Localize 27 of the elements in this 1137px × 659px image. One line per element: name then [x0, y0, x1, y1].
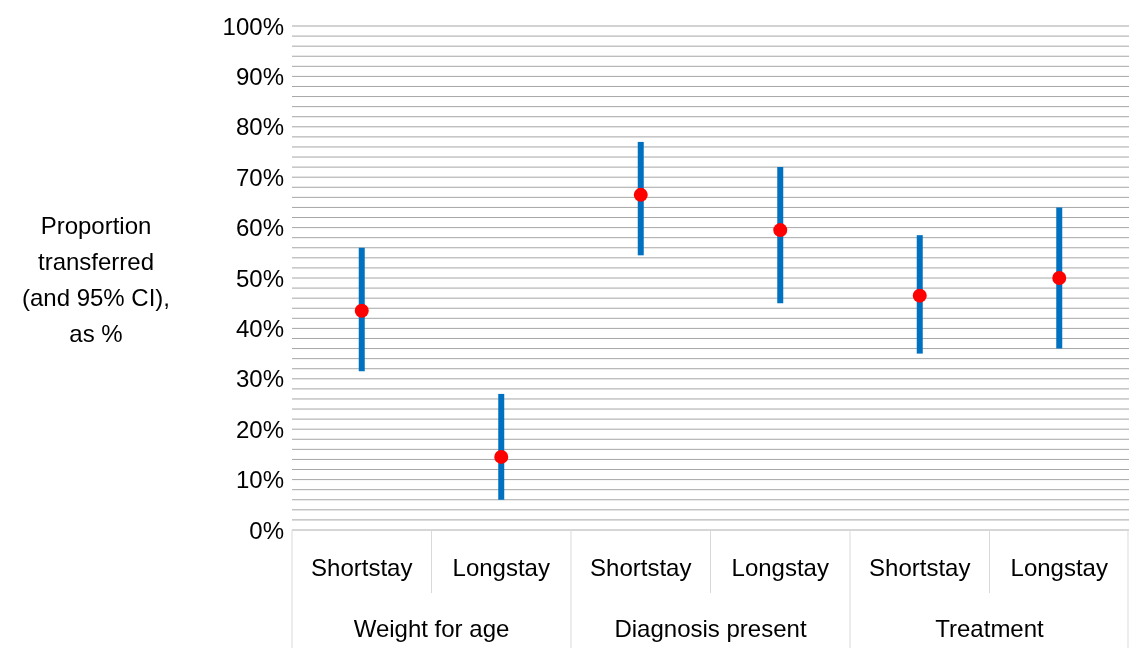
- y-tick-label: 60%: [235, 214, 284, 242]
- text: Diagnosis present: [614, 615, 807, 642]
- y-tick-label: 0%: [249, 516, 284, 544]
- text: Weight for age: [353, 615, 510, 642]
- x-tick-label: Shortstay: [590, 554, 692, 581]
- point: [633, 187, 648, 202]
- point: [773, 223, 788, 238]
- point: [912, 288, 927, 303]
- y-tick-label: 40%: [235, 314, 284, 342]
- y-tick-label: 80%: [235, 113, 284, 141]
- y-tick-label: 90%: [235, 62, 284, 90]
- y-tick-label: 10%: [235, 466, 284, 494]
- y-axis-title: Proportion transferred (and 95% CI), as %: [20, 211, 172, 349]
- y-tick-label: 70%: [235, 163, 284, 191]
- point: [494, 449, 509, 464]
- y-tick-label: 20%: [235, 415, 284, 443]
- x-tick-label: Shortstay: [311, 554, 413, 581]
- y-tick-label: 50%: [235, 264, 284, 292]
- x-tick-label: Longstay: [452, 554, 550, 581]
- text: Treatment: [935, 615, 1045, 642]
- point: [354, 303, 369, 318]
- y-tick-label: 100%: [222, 12, 284, 40]
- y-tick-label: 30%: [235, 365, 284, 393]
- x-tick-label: Shortstay: [869, 554, 971, 581]
- point: [1052, 271, 1067, 285]
- x-tick-label: Longstay: [1010, 554, 1108, 581]
- x-tick-label: Longstay: [731, 554, 829, 581]
